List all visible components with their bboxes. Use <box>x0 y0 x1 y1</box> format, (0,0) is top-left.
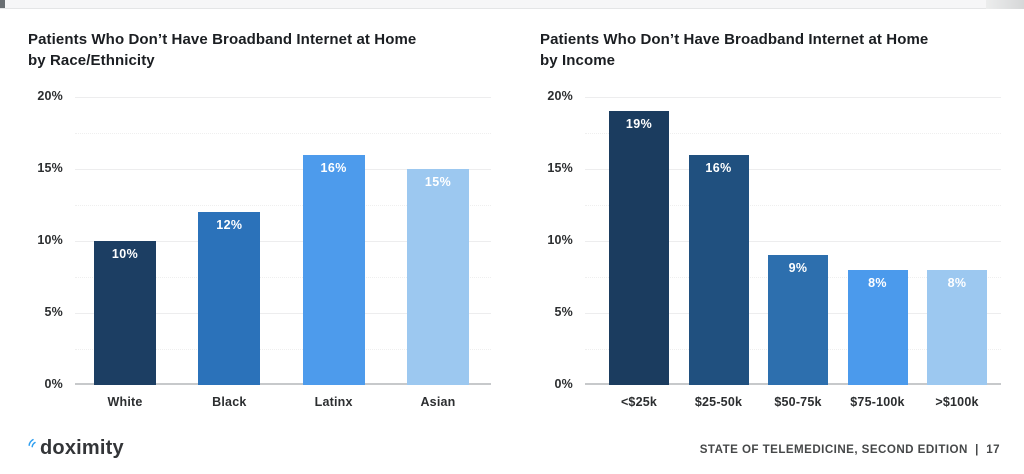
bar: 15% <box>406 169 469 385</box>
bar: 16% <box>688 154 749 385</box>
y-axis-tick-label: 10% <box>547 233 573 247</box>
bar-row: 10% White 12% Black 16% Latinx 15% Asian <box>75 97 491 409</box>
x-axis-label: $25-50k <box>694 395 743 409</box>
bar: 8% <box>847 269 908 385</box>
x-axis-label: <$25k <box>620 395 658 409</box>
doximity-logo: doximity <box>27 436 124 460</box>
bar-value-label: 16% <box>320 160 347 175</box>
chart-title-line2: by Income <box>540 52 616 69</box>
plot-area: 19% <$25k 16% $25-50k 9% $50-75k 8% $75-100k 8% >… <box>547 89 1001 409</box>
minor-gridline <box>585 133 1001 134</box>
bar-row: 19% <$25k 16% $25-50k 9% $50-75k 8% $75-100k 8% >… <box>585 97 1001 409</box>
bar: 8% <box>927 269 987 385</box>
minor-gridline <box>75 277 491 278</box>
y-axis-tick-label: 10% <box>37 233 63 247</box>
bar-slot: 10% White <box>94 97 156 409</box>
doximity-logo-text: doximity <box>40 437 124 459</box>
bar-value-label: 19% <box>625 117 653 132</box>
bar: 9% <box>768 255 828 385</box>
y-axis-tick-label: 15% <box>547 161 573 175</box>
bar: 16% <box>302 154 365 385</box>
x-axis-label: $75-100k <box>850 395 905 409</box>
x-axis-label: Latinx <box>314 395 353 409</box>
chart-income: Patients Who Don’t Have Broadband Intern… <box>540 29 1010 409</box>
y-axis-tick-label: 0% <box>554 377 573 391</box>
chart-title: Patients Who Don’t Have Broadband Intern… <box>540 29 1010 71</box>
bar-slot: 8% $75-100k <box>847 97 908 409</box>
x-axis-label: >$100k <box>935 395 979 409</box>
chart-title-line1: Patients Who Don’t Have Broadband Intern… <box>540 31 929 48</box>
bar: 19% <box>609 111 669 385</box>
x-axis-label: Black <box>212 395 247 409</box>
y-axis-tick-label: 0% <box>44 377 63 391</box>
x-axis-label: Asian <box>420 395 456 409</box>
bar-value-label: 15% <box>424 175 452 189</box>
bar-value-label: 8% <box>868 275 887 290</box>
major-gridline <box>585 97 1001 98</box>
major-gridline <box>75 169 491 170</box>
top-strip-corner-mark <box>0 0 5 8</box>
bar-slot: 16% $25-50k <box>688 97 749 409</box>
chart-title-line2: by Race/Ethnicity <box>28 52 155 69</box>
minor-gridline <box>75 349 491 350</box>
major-gridline <box>585 169 1001 170</box>
bar-slot: 8% >$100k <box>927 97 987 409</box>
bar-value-label: 9% <box>788 261 808 276</box>
x-axis-label: $50-75k <box>774 395 822 409</box>
y-axis-tick-label: 20% <box>547 89 573 103</box>
bar-value-label: 10% <box>111 247 139 261</box>
y-axis-tick-label: 20% <box>37 89 63 103</box>
major-gridline <box>75 241 491 242</box>
y-axis-tick-label: 5% <box>44 305 63 319</box>
bar-value-label: 8% <box>947 275 967 290</box>
major-gridline <box>75 97 491 98</box>
y-axis-tick-label: 5% <box>554 305 573 319</box>
bar: 12% <box>198 212 261 385</box>
bar-slot: 19% <$25k <box>609 97 669 409</box>
top-strip <box>0 0 1024 9</box>
plot-area: 10% White 12% Black 16% Latinx 15% Asian 0% 5% 10… <box>37 89 491 409</box>
signal-arcs-icon <box>28 438 36 448</box>
chart-title-line1: Patients Who Don’t Have Broadband Intern… <box>28 31 417 48</box>
bar-value-label: 16% <box>705 160 732 175</box>
major-gridline <box>585 241 1001 242</box>
footer-edition-page-number: STATE OF TELEMEDICINE, SECOND EDITION | … <box>699 443 1000 456</box>
bar-value-label: 12% <box>216 218 243 233</box>
x-axis-label: White <box>107 395 143 409</box>
top-strip-scrollbar <box>986 0 1024 9</box>
minor-gridline <box>75 133 491 134</box>
y-axis-tick-label: 15% <box>37 161 63 175</box>
chart-race-ethnicity: Patients Who Don’t Have Broadband Intern… <box>28 29 498 409</box>
minor-gridline <box>75 205 491 206</box>
bar-slot: 12% Black <box>198 97 261 409</box>
bar-slot: 15% Asian <box>406 97 469 409</box>
chart-title: Patients Who Don’t Have Broadband Intern… <box>28 29 498 71</box>
bar: 10% <box>94 241 156 385</box>
minor-gridline <box>585 205 1001 206</box>
bar-slot: 9% $50-75k <box>768 97 828 409</box>
x-axis-line <box>75 383 491 385</box>
bar-slot: 16% Latinx <box>302 97 365 409</box>
major-gridline <box>75 313 491 314</box>
